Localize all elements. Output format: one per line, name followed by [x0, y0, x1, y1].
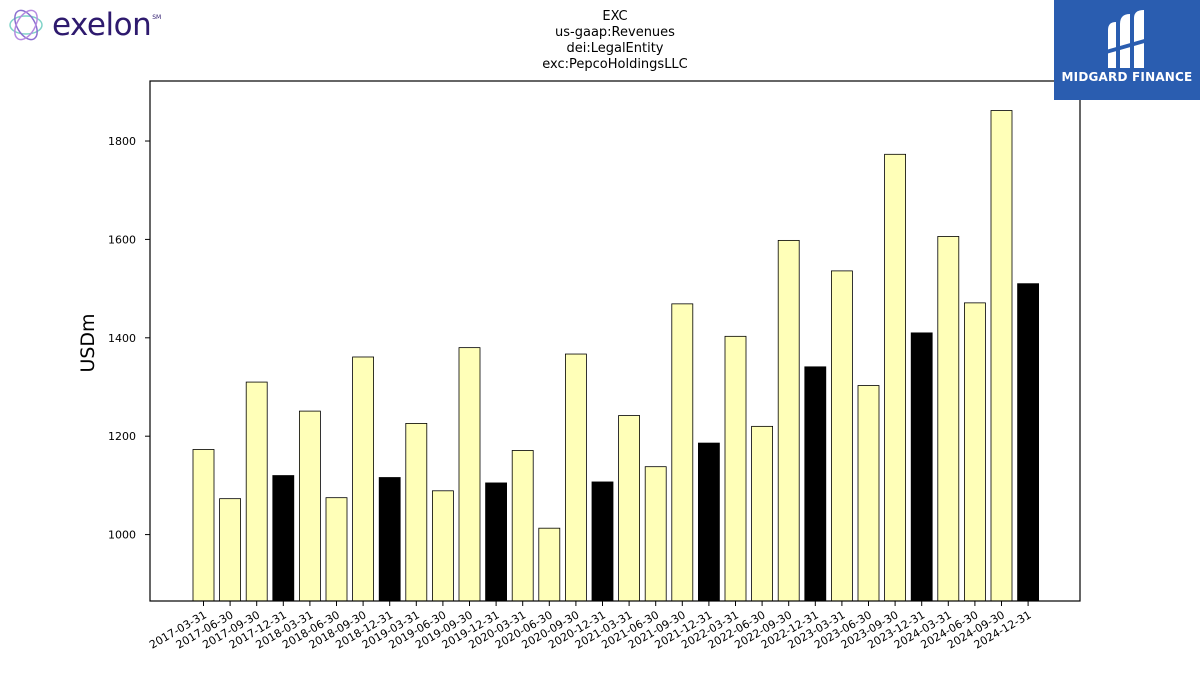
bar — [219, 498, 242, 602]
title-line: EXC — [602, 9, 627, 24]
y-tick-label: 1800 — [108, 135, 136, 148]
y-tick-label: 1000 — [108, 529, 136, 542]
bar — [298, 410, 321, 602]
chart-title: EXCus-gaap:Revenuesdei:LegalEntityexc:Pe… — [542, 9, 688, 72]
bar — [192, 449, 215, 602]
bar — [325, 497, 348, 602]
bar — [910, 332, 933, 602]
bar — [724, 335, 747, 602]
bar — [857, 385, 880, 602]
bar — [671, 303, 694, 602]
bar — [565, 353, 587, 602]
bar — [458, 347, 481, 602]
bar — [245, 381, 268, 602]
bar — [804, 366, 827, 602]
bar — [618, 415, 640, 602]
y-axis: 1000 1200 1400 1600 1800 — [108, 135, 150, 542]
x-axis: 2017-03-312017-06-302017-09-302017-12-31… — [147, 601, 1034, 652]
bar — [831, 270, 853, 602]
bar — [272, 475, 295, 602]
bar — [352, 356, 375, 602]
y-tick-label: 1600 — [108, 233, 136, 246]
exelon-flower-icon — [9, 9, 43, 41]
bar — [644, 466, 667, 602]
bar — [405, 423, 428, 602]
plot-frame — [149, 80, 1081, 602]
bar — [777, 239, 800, 602]
midgard-finance-logo: MIDGARD FINANCE — [1054, 0, 1200, 100]
bar — [751, 425, 773, 602]
title-line: us-gaap:Revenues — [555, 25, 675, 40]
y-tick-label: 1400 — [108, 332, 136, 345]
bar — [538, 527, 561, 602]
bar — [990, 110, 1013, 602]
midgard-brand-text: MIDGARD FINANCE — [1061, 70, 1193, 84]
bar — [964, 302, 986, 602]
bar — [698, 442, 720, 602]
bar — [591, 481, 614, 602]
bar — [511, 450, 534, 602]
title-line: exc:PepcoHoldingsLLC — [542, 57, 688, 72]
title-line: dei:LegalEntity — [566, 41, 663, 56]
midgard-emblem-icon — [1106, 10, 1148, 68]
bar — [1017, 283, 1039, 602]
y-tick-label: 1200 — [108, 430, 136, 443]
y-axis-label: USDm — [77, 313, 99, 372]
bar — [884, 153, 906, 602]
bar — [431, 490, 454, 602]
bars-group — [192, 110, 1039, 602]
bar — [378, 477, 401, 602]
bar — [485, 482, 508, 602]
exelon-service-mark: SM — [152, 14, 162, 21]
exelon-logo: exelon SM — [6, 4, 161, 46]
bar — [937, 236, 960, 602]
exelon-wordmark: exelon — [52, 7, 152, 43]
